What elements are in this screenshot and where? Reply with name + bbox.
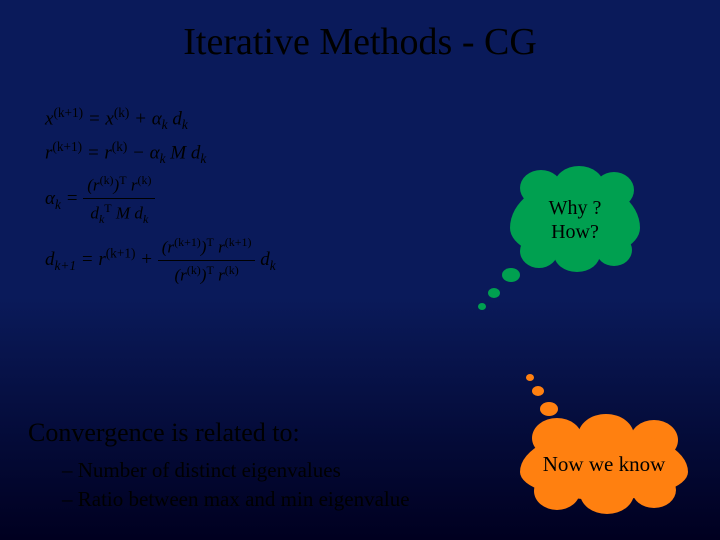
equation-block: x(k+1) = x(k) + αk dk r(k+1) = r(k) − αk…: [45, 105, 276, 292]
convergence-list: Number of distinct eigenvalues Ratio bet…: [28, 458, 410, 512]
convergence-item: Number of distinct eigenvalues: [62, 458, 410, 483]
convergence-heading: Convergence is related to:: [28, 418, 410, 448]
equation-1: x(k+1) = x(k) + αk dk: [45, 105, 276, 133]
cloud-orange-text: Now we know: [543, 452, 665, 477]
cloud-green-line1: Why ?: [549, 196, 602, 220]
equation-2: r(k+1) = r(k) − αk M dk: [45, 139, 276, 167]
convergence-section: Convergence is related to: Number of dis…: [28, 418, 410, 516]
thought-cloud-now-we-know: Now we know: [520, 430, 688, 500]
slide-title: Iterative Methods - CG: [0, 20, 720, 64]
equation-3: αk = (r(k))T r(k) dkT M dk: [45, 173, 276, 227]
thought-cloud-why-how: Why ? How?: [510, 180, 640, 260]
cloud-green-line2: How?: [549, 220, 602, 244]
convergence-item: Ratio between max and min eigenvalue: [62, 487, 410, 512]
equation-4: dk+1 = r(k+1) + (r(k+1))T r(k+1) (r(k))T…: [45, 235, 276, 286]
